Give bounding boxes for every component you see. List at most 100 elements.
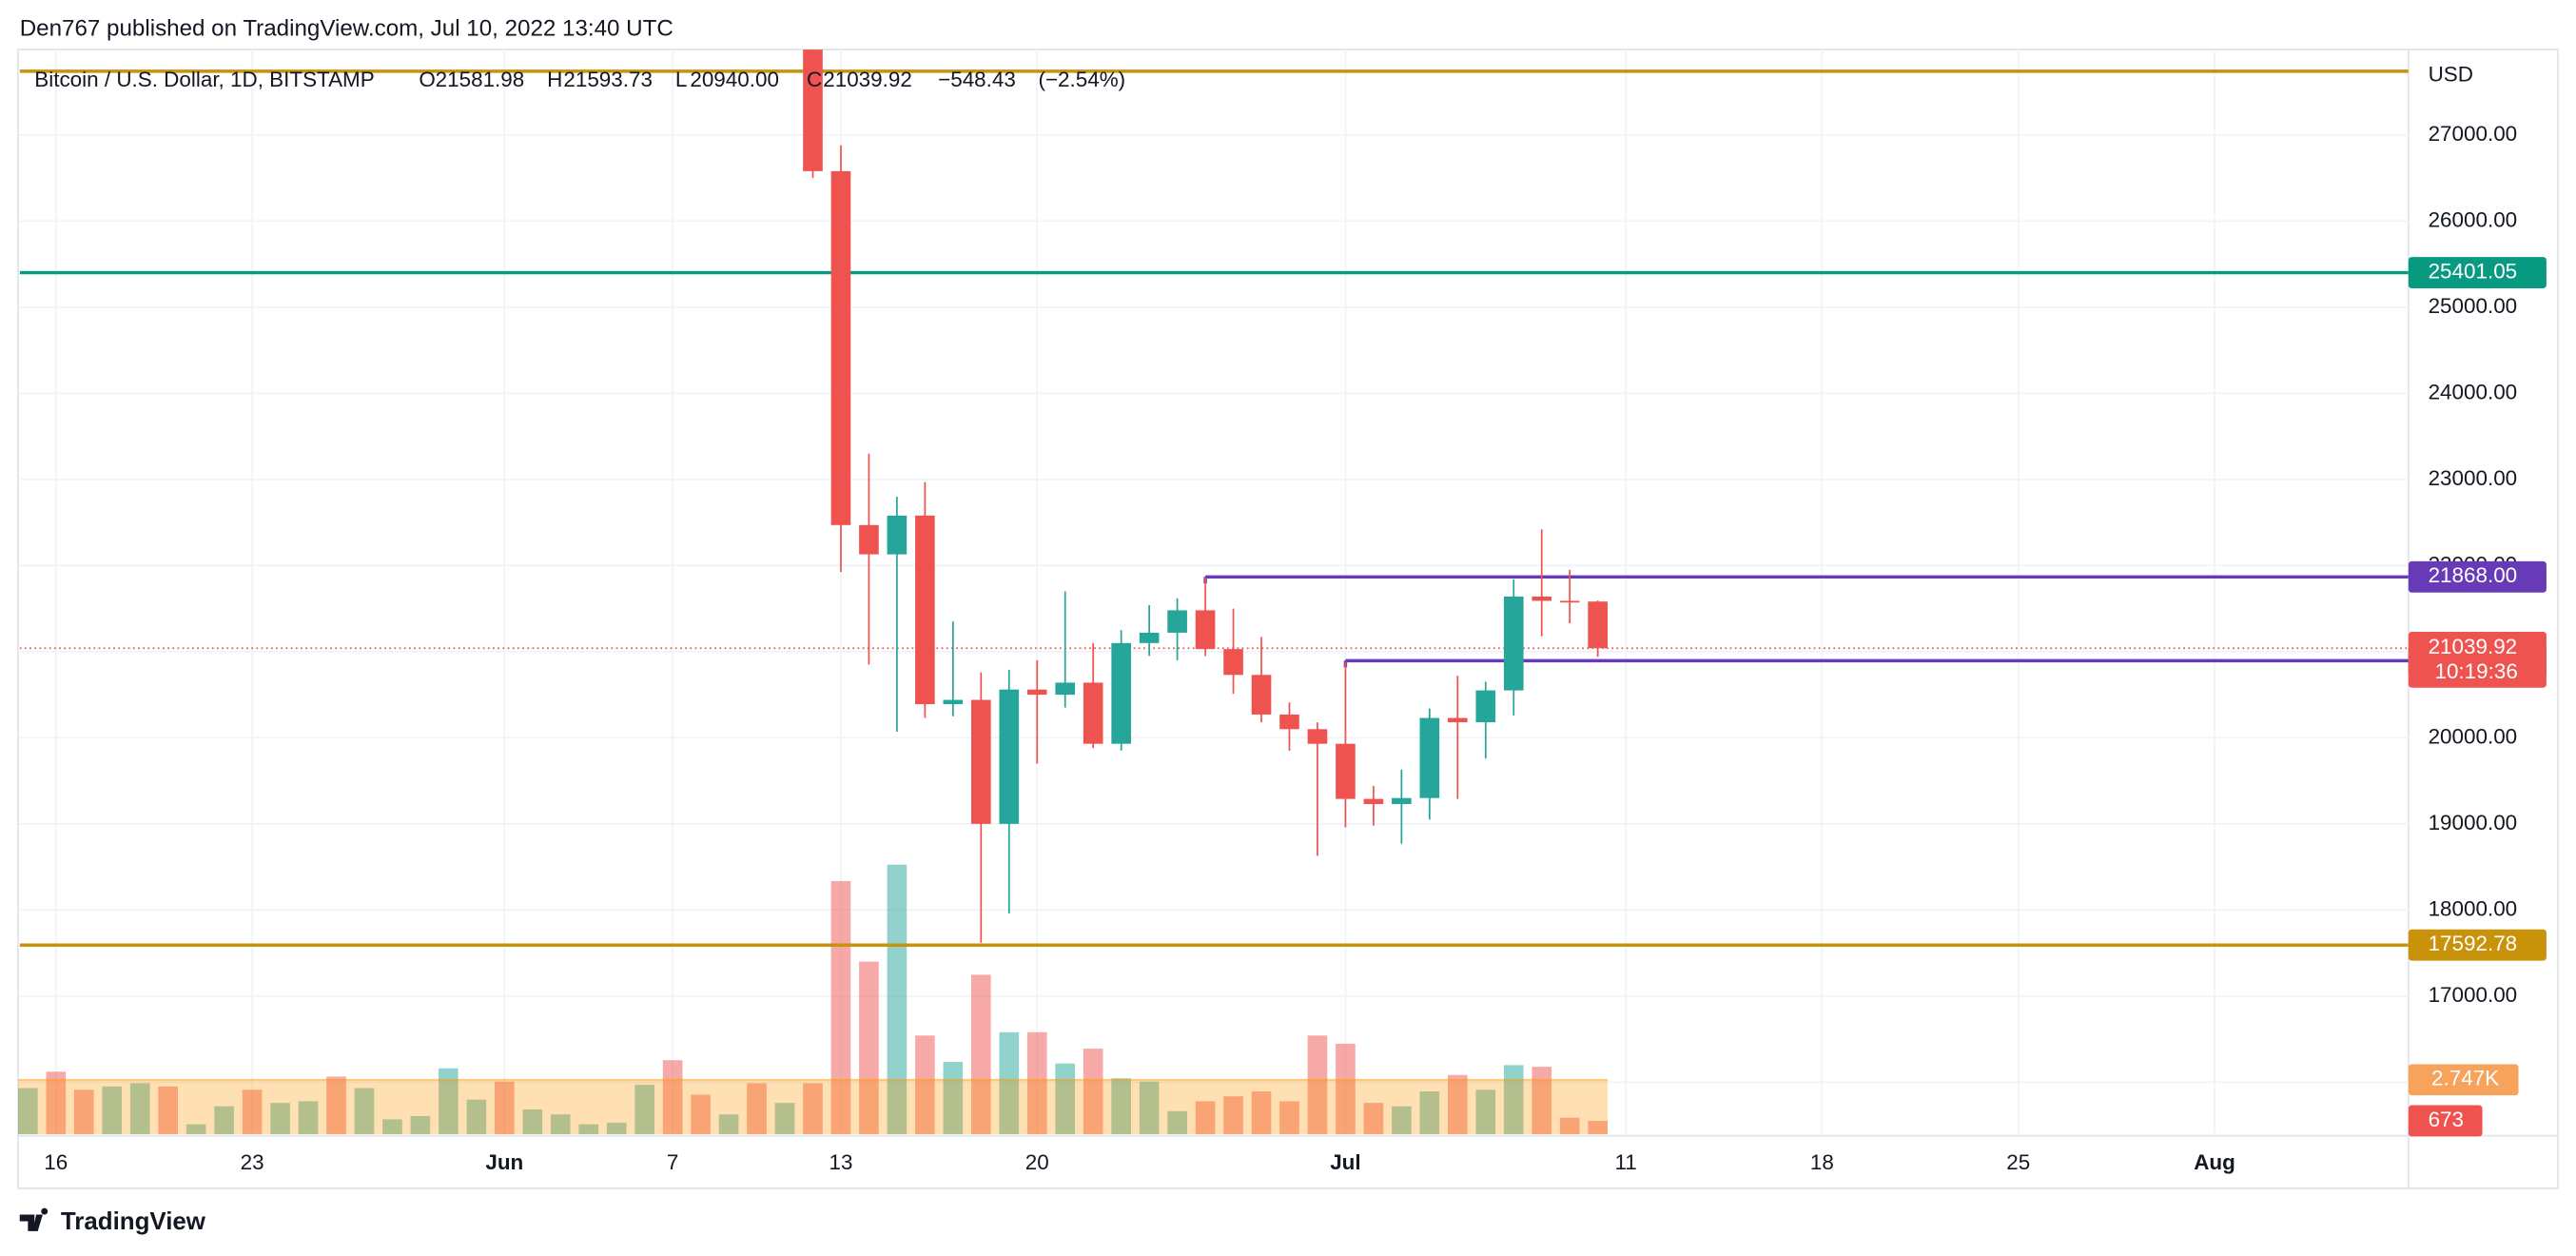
y-tick-label: 27000.00 — [2429, 122, 2518, 146]
volume-bar — [270, 1103, 290, 1134]
volume-bar — [691, 1094, 711, 1134]
x-tick-label: Jun — [485, 1150, 523, 1174]
logo: TradingView — [19, 1207, 206, 1235]
volume-bar — [382, 1119, 402, 1134]
y-tick-label: 18000.00 — [2429, 896, 2518, 920]
volume-bar — [1559, 1117, 1580, 1134]
symbol-title: Bitcoin / U.S. Dollar, 1D, BITSTAMP — [34, 68, 374, 91]
logo-icon — [19, 1207, 49, 1231]
ohlc-value: 20940.00 — [690, 68, 779, 91]
volume-bar — [718, 1114, 739, 1134]
volume-bar — [970, 974, 991, 1134]
candle-body — [803, 49, 823, 171]
volume-bar — [495, 1081, 515, 1134]
volume-bar — [1111, 1078, 1131, 1134]
volume-bar — [185, 1124, 206, 1134]
volume-bar — [129, 1083, 150, 1134]
x-tick-label: 11 — [1614, 1150, 1636, 1174]
volume-bar — [1503, 1065, 1524, 1134]
level-label-box — [2408, 257, 2547, 288]
candle-body — [1111, 642, 1131, 744]
y-tick-label: 25000.00 — [2429, 294, 2518, 318]
candle-body — [887, 515, 907, 555]
candle-body — [999, 689, 1020, 824]
change-percent: (−2.54%) — [1038, 68, 1125, 91]
candle-body — [943, 699, 964, 705]
volume-bar — [326, 1076, 346, 1134]
candle-body — [1532, 596, 1552, 601]
candle-body — [1139, 632, 1160, 643]
candle-body — [1055, 682, 1076, 696]
volume-bar — [662, 1060, 683, 1134]
candle-body — [1503, 596, 1524, 691]
volume-bar — [1083, 1049, 1103, 1134]
volume-ma-label: 2.747K — [2431, 1067, 2499, 1090]
volume-bar — [298, 1101, 319, 1134]
header: Den767 published on TradingView.com, Jul… — [20, 16, 673, 42]
candle-body — [1223, 649, 1243, 676]
volume-bar — [1279, 1101, 1299, 1134]
x-tick-label: 16 — [44, 1150, 68, 1174]
volume-bar — [73, 1089, 94, 1134]
volume-bar — [747, 1083, 767, 1134]
level-label: 21868.00 — [2429, 563, 2518, 587]
level-label: 17592.78 — [2429, 932, 2518, 955]
x-tick-label: 7 — [667, 1150, 678, 1174]
level-label: 25401.05 — [2429, 260, 2518, 284]
volume-bar — [242, 1089, 263, 1134]
change: −548.43 — [938, 68, 1016, 91]
volume-bar — [1532, 1067, 1552, 1134]
x-tick-label: Aug — [2194, 1150, 2235, 1174]
volume-ma-box — [2408, 1064, 2519, 1096]
candle-body — [1167, 610, 1187, 633]
x-tick-label: 25 — [2006, 1150, 2030, 1174]
candle-body — [970, 699, 991, 824]
volume-bar — [1167, 1110, 1187, 1134]
volume-bar — [550, 1114, 571, 1134]
x-tick-label: 13 — [829, 1150, 852, 1174]
countdown: 10:19:36 — [2434, 659, 2517, 683]
volume-last-box — [2408, 1105, 2483, 1137]
candle-body — [859, 524, 879, 555]
x-tick-label: 18 — [1810, 1150, 1834, 1174]
volume-bar — [18, 1088, 38, 1134]
volume-bar — [1475, 1089, 1496, 1134]
volume-bar — [999, 1031, 1020, 1134]
volume-bar — [1139, 1081, 1160, 1134]
candle-body — [1447, 717, 1468, 723]
candle-body — [1588, 601, 1608, 649]
candle-body — [1336, 743, 1356, 799]
volume-bar — [1363, 1103, 1384, 1134]
volume-bar — [214, 1106, 234, 1134]
candle-body — [1307, 729, 1328, 744]
volume-bar — [1336, 1043, 1356, 1134]
candle-body — [915, 515, 935, 705]
x-tick-label: 23 — [241, 1150, 264, 1174]
volume-bar — [158, 1086, 178, 1134]
brand: TradingView — [61, 1208, 206, 1235]
candle-body — [1251, 675, 1272, 715]
currency: USD — [2429, 63, 2473, 87]
candle-body — [1419, 717, 1440, 798]
volume-bar — [1026, 1031, 1047, 1134]
y-tick-label: 26000.00 — [2429, 207, 2518, 231]
volume-bar — [1195, 1101, 1216, 1134]
candle-body — [1559, 600, 1580, 603]
volume-bar — [859, 961, 879, 1134]
volume-bar — [46, 1071, 67, 1134]
y-tick-label: 17000.00 — [2429, 983, 2518, 1007]
y-tick-label: 24000.00 — [2429, 380, 2518, 403]
x-tick-label: Jul — [1330, 1150, 1360, 1174]
volume-bar — [887, 864, 907, 1134]
volume-bar — [803, 1083, 823, 1134]
volume-bar — [439, 1068, 459, 1134]
frame — [17, 49, 2559, 1189]
last-price-label: 21039.92 — [2429, 635, 2518, 658]
ohlc-letter: O — [419, 68, 435, 91]
volume-bar — [1392, 1106, 1412, 1134]
volume-bar — [410, 1115, 431, 1134]
level-label-box — [2408, 929, 2547, 961]
volume-bar — [1447, 1074, 1468, 1134]
